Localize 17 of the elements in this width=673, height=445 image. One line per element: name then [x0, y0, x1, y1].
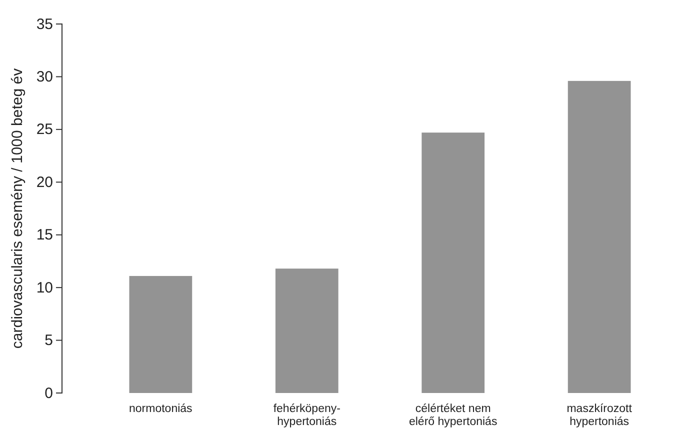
y-tick-label: 0 [44, 384, 53, 402]
y-tick-label: 15 [36, 226, 53, 244]
x-tick-label: fehérköpeny- hypertoniás [273, 403, 341, 428]
y-axis-title: cardiovascularis esemény / 1000 beteg év [9, 68, 26, 349]
y-tick-label: 25 [36, 121, 53, 138]
bar [422, 132, 485, 393]
y-tick-label: 5 [44, 332, 53, 350]
bar [275, 268, 338, 393]
y-tick-label: 30 [36, 68, 53, 86]
y-tick-label: 35 [36, 16, 53, 33]
x-tick-label: célértéket nem elérő hypertoniás [408, 403, 498, 428]
x-tick-label: normotoniás [129, 403, 193, 415]
y-tick-label: 10 [36, 279, 53, 296]
x-tick-label: maszkírozott hypertoniás [566, 403, 633, 428]
bar [568, 80, 631, 393]
y-tick-label: 20 [36, 174, 53, 191]
bar [129, 276, 192, 393]
